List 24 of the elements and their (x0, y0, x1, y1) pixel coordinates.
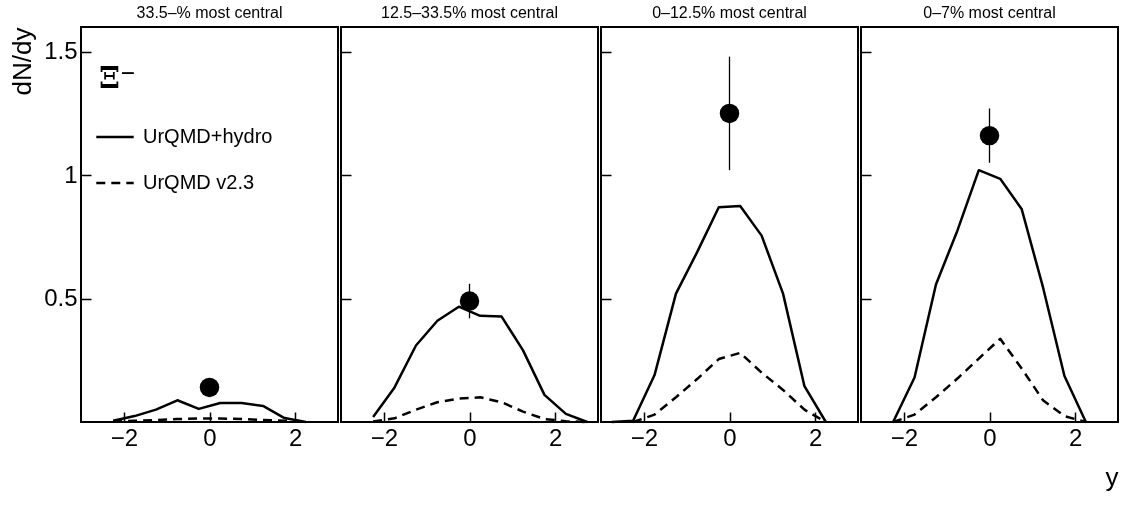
legend-label: UrQMD v2.3 (143, 171, 255, 193)
y-tick-label: 0.5 (44, 284, 78, 312)
x-axis-title: y (1105, 461, 1119, 492)
x-tick-label: 2 (548, 423, 563, 451)
x-tick-label: 2 (1068, 423, 1083, 451)
chart-title: 33.5–% most central (136, 4, 283, 21)
x-tick-label: 0 (203, 423, 217, 451)
legend-label: UrQMD+hydro (143, 125, 273, 147)
chart-title: 12.5–33.5% most central (381, 4, 558, 21)
x-tick-label: 2 (288, 423, 303, 451)
x-tick-label: −2 (370, 423, 399, 451)
y-axis-title: dN/dy (7, 27, 38, 96)
annotation: Ξ⁻ (99, 60, 136, 95)
x-tick-label: −2 (630, 423, 659, 451)
y-tick-label: 1.5 (44, 37, 78, 65)
x-tick-label: 0 (463, 423, 477, 451)
x-tick-label: 0 (723, 423, 737, 451)
chart-title: 0–7% most central (923, 4, 1056, 21)
x-tick-label: −2 (890, 423, 919, 451)
x-tick-label: −2 (110, 423, 139, 451)
chart-title: 0–12.5% most central (652, 4, 807, 21)
x-tick-label: 0 (983, 423, 997, 451)
y-tick-label: 1 (64, 160, 78, 188)
x-tick-label: 2 (808, 423, 823, 451)
